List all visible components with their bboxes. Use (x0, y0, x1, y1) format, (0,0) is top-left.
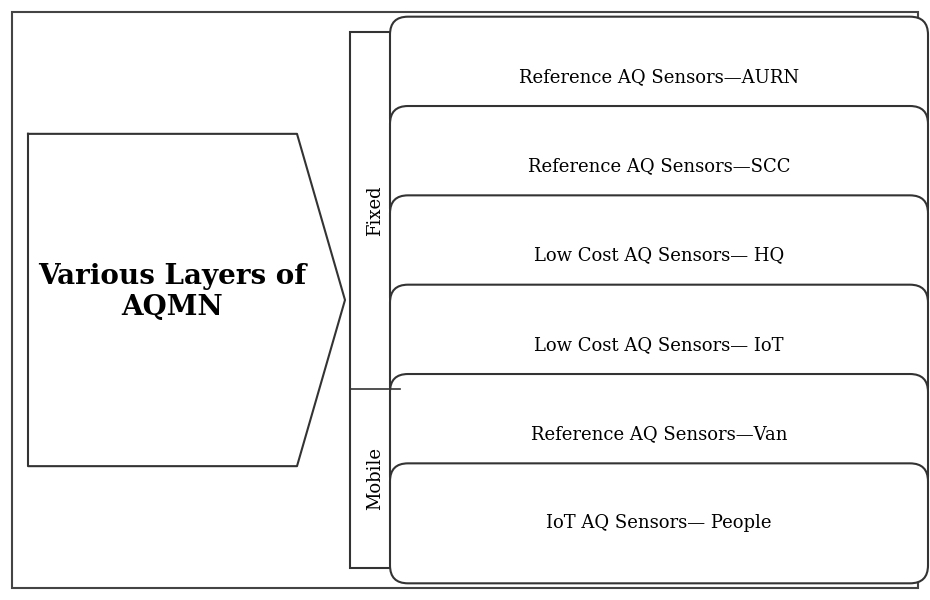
Text: Fixed: Fixed (366, 185, 384, 236)
Polygon shape (28, 134, 345, 466)
FancyBboxPatch shape (390, 106, 928, 226)
Text: Various Layers of
AQMN: Various Layers of AQMN (38, 263, 307, 321)
Text: Reference AQ Sensors—SCC: Reference AQ Sensors—SCC (527, 157, 790, 175)
FancyBboxPatch shape (390, 196, 928, 316)
Text: Reference AQ Sensors—AURN: Reference AQ Sensors—AURN (519, 68, 799, 86)
FancyBboxPatch shape (390, 17, 928, 137)
FancyBboxPatch shape (390, 374, 928, 494)
Text: Mobile: Mobile (366, 447, 384, 510)
FancyBboxPatch shape (12, 12, 918, 588)
Text: IoT AQ Sensors— People: IoT AQ Sensors— People (546, 514, 772, 532)
FancyBboxPatch shape (350, 32, 400, 568)
FancyBboxPatch shape (390, 463, 928, 583)
Text: Low Cost AQ Sensors— HQ: Low Cost AQ Sensors— HQ (534, 247, 784, 265)
Text: Low Cost AQ Sensors— IoT: Low Cost AQ Sensors— IoT (534, 335, 784, 353)
FancyBboxPatch shape (390, 284, 928, 404)
Text: Reference AQ Sensors—Van: Reference AQ Sensors—Van (531, 425, 788, 443)
